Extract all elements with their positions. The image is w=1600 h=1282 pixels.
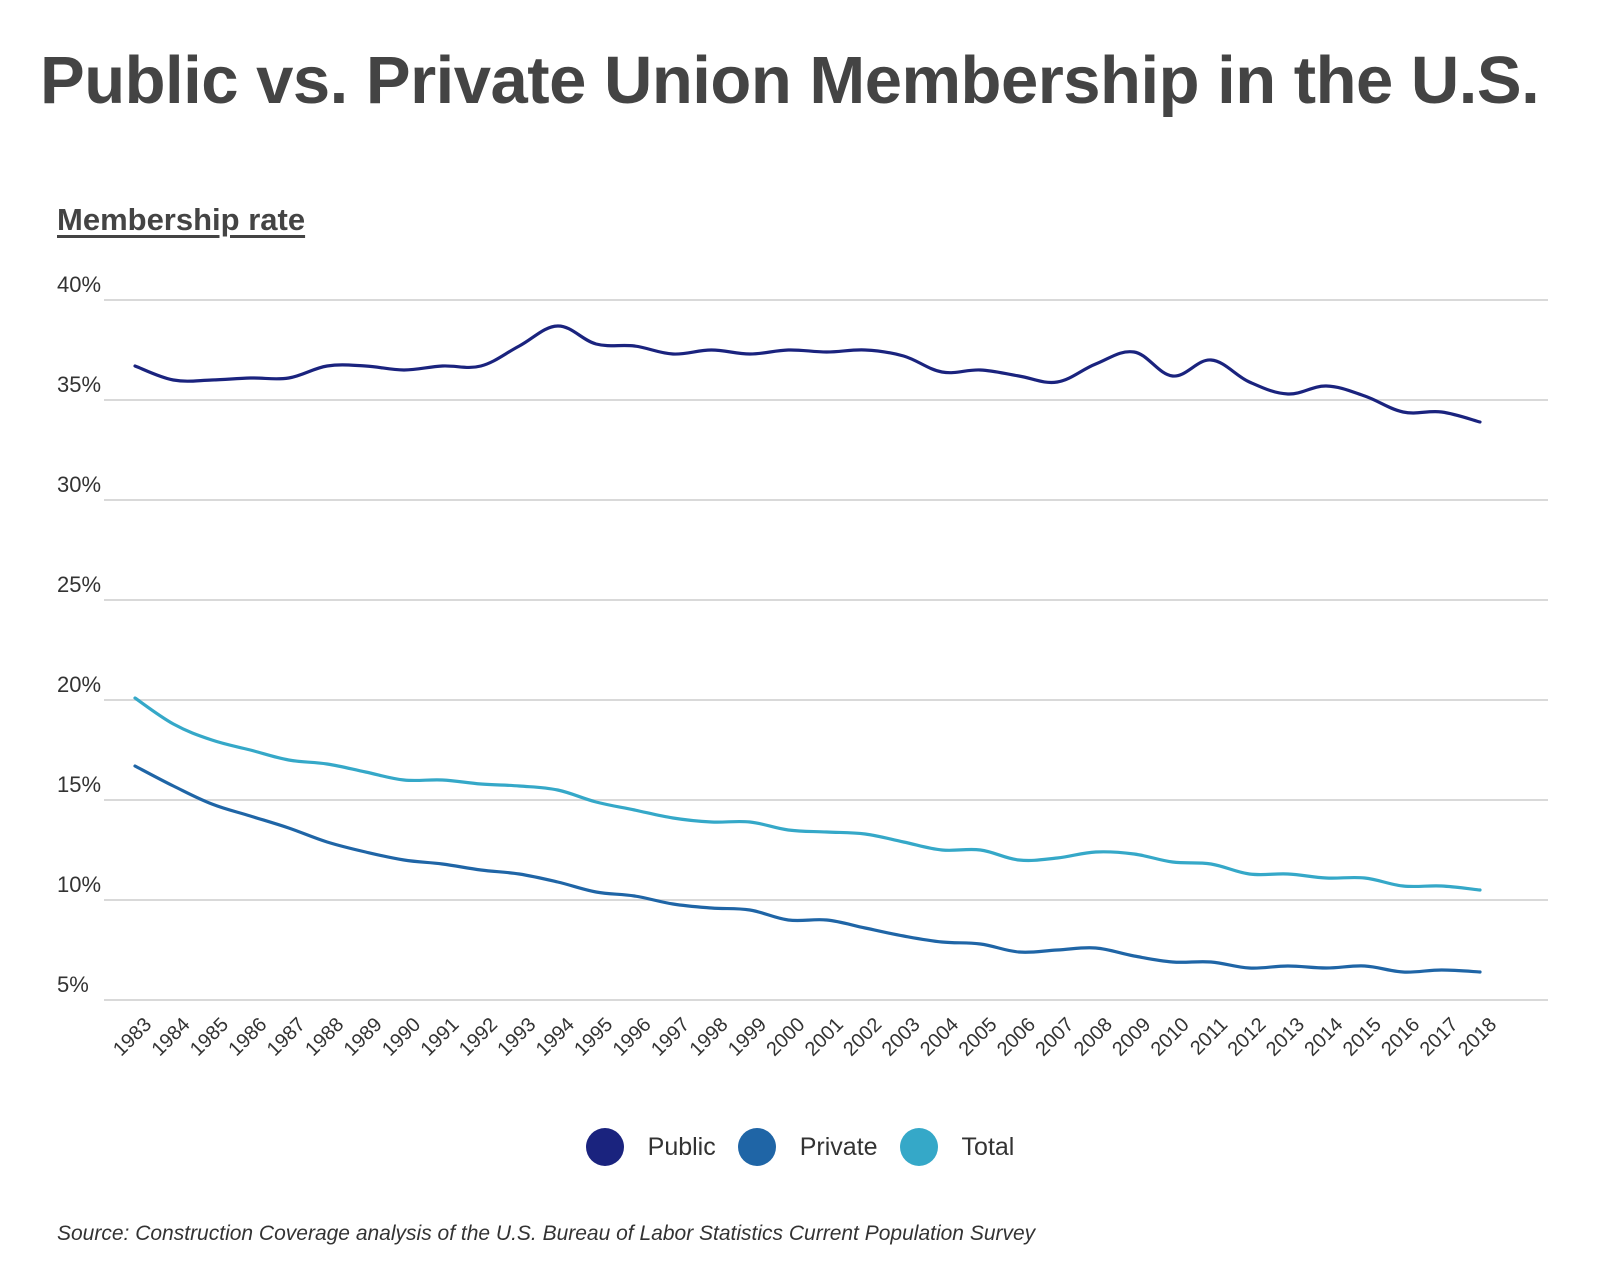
y-tick-label: 20% [57, 672, 101, 697]
x-tick-label: 1986 [224, 1014, 271, 1061]
x-tick-label: 2016 [1377, 1014, 1424, 1061]
legend-label-public: Public [647, 1132, 716, 1161]
x-tick-label: 2017 [1416, 1014, 1463, 1061]
y-tick-label: 30% [57, 472, 101, 497]
x-tick-label: 2010 [1147, 1014, 1194, 1061]
y-tick-label: 10% [57, 872, 101, 897]
x-tick-label: 1985 [186, 1014, 233, 1061]
legend-swatch-total [899, 1128, 938, 1166]
x-tick-label: 1997 [647, 1014, 694, 1061]
series-line-public [133, 324, 1482, 424]
x-tick-label: 2002 [839, 1014, 886, 1061]
x-tick-label: 2005 [955, 1014, 1002, 1061]
x-tick-label: 1989 [340, 1014, 387, 1061]
line-chart: 5% 10% 15% 20% 25% 30% 35% 40% 1983198419851986… [57, 272, 1548, 1061]
x-tick-label: 1987 [263, 1014, 310, 1061]
x-tick-label: 2001 [801, 1014, 848, 1061]
grid-lines [104, 299, 1548, 1001]
x-tick-label: 2014 [1300, 1014, 1347, 1061]
x-tick-label: 1995 [570, 1014, 617, 1061]
x-tick-label: 1992 [455, 1014, 502, 1061]
x-tick-label: 1994 [532, 1014, 579, 1061]
y-axis-label: Membership rate [57, 202, 306, 237]
y-tick-label: 5% [57, 972, 89, 997]
x-tick-label: 1998 [686, 1014, 733, 1061]
x-tick-label: 2011 [1186, 1014, 1232, 1060]
x-tick-label: 1984 [148, 1014, 195, 1061]
x-tick-labels: 1983198419851986198719881989199019911992… [109, 1014, 1501, 1061]
legend-label-private: Private [799, 1132, 878, 1161]
x-tick-label: 1996 [609, 1014, 656, 1061]
y-tick-label: 15% [57, 772, 101, 797]
x-tick-label: 2012 [1224, 1014, 1271, 1061]
x-tick-label: 2013 [1262, 1014, 1309, 1061]
series-lines [133, 324, 1482, 974]
source-note: Source: Construction Coverage analysis o… [57, 1222, 1036, 1245]
x-tick-label: 1983 [109, 1014, 156, 1061]
legend-swatch-private [737, 1128, 776, 1166]
x-tick-label: 2015 [1339, 1014, 1386, 1061]
x-tick-label: 1988 [301, 1014, 348, 1061]
y-tick-label: 35% [57, 372, 101, 397]
series-line-private [133, 764, 1482, 974]
y-tick-label: 25% [57, 572, 101, 597]
x-tick-label: 1999 [724, 1014, 771, 1061]
legend-item-private: Private [737, 1128, 878, 1166]
x-tick-label: 2008 [1070, 1014, 1117, 1061]
y-tick-labels: 5% 10% 15% 20% 25% 30% 35% 40% [57, 272, 101, 997]
x-tick-label: 2004 [916, 1014, 963, 1061]
chart-title: Public vs. Private Union Membership in t… [40, 43, 1540, 118]
series-line-total [133, 696, 1482, 892]
x-tick-label: 2007 [1031, 1014, 1078, 1061]
x-tick-label: 1993 [493, 1014, 540, 1061]
y-tick-label: 40% [57, 272, 101, 297]
x-tick-label: 1990 [378, 1014, 425, 1061]
x-tick-label: 2000 [762, 1014, 809, 1061]
legend-label-total: Total [961, 1132, 1015, 1161]
legend-item-total: Total [899, 1128, 1015, 1166]
x-tick-label: 1991 [417, 1014, 464, 1061]
x-tick-label: 2009 [1108, 1014, 1155, 1061]
x-tick-label: 2006 [993, 1014, 1040, 1061]
legend-swatch-public [585, 1128, 624, 1166]
legend-item-public: Public [585, 1128, 716, 1166]
x-tick-label: 2018 [1454, 1014, 1501, 1061]
legend: Public Private Total [0, 1128, 1600, 1166]
x-tick-label: 2003 [878, 1014, 925, 1061]
